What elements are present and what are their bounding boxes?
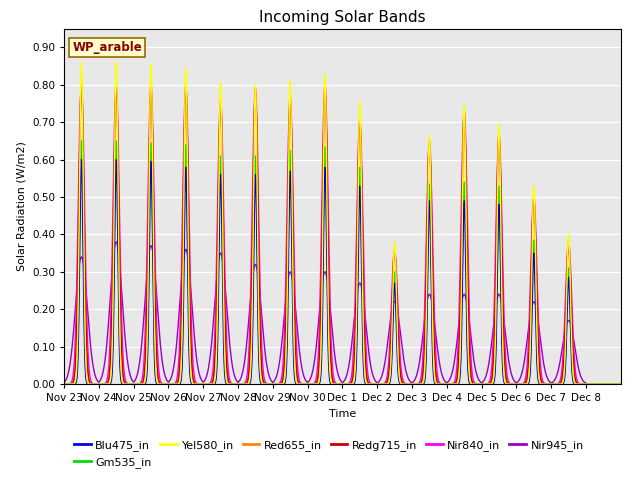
Y-axis label: Solar Radiation (W/m2): Solar Radiation (W/m2) bbox=[17, 142, 26, 271]
X-axis label: Time: Time bbox=[329, 408, 356, 419]
Legend: Blu475_in, Gm535_in, Yel580_in, Red655_in, Redg715_in, Nir840_in, Nir945_in: Blu475_in, Gm535_in, Yel580_in, Red655_i… bbox=[70, 436, 588, 472]
Title: Incoming Solar Bands: Incoming Solar Bands bbox=[259, 10, 426, 25]
Text: WP_arable: WP_arable bbox=[72, 41, 142, 54]
